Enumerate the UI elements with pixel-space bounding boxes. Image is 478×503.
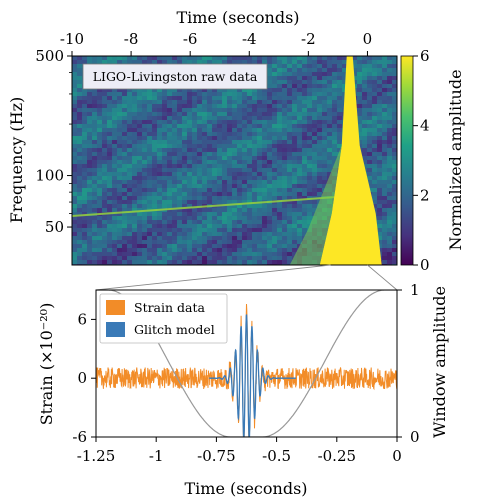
bottom-x-ticks: -1.25 -1 -0.75 -0.5 -0.25 0: [77, 437, 402, 465]
top-y-tick-label: 100: [35, 167, 64, 185]
top-x-axis-label: Time (seconds): [176, 8, 299, 27]
top-x-tick-label: -2: [301, 30, 316, 48]
top-x-tick-label: -4: [242, 30, 257, 48]
spectrogram-frame: [71, 55, 398, 266]
legend-label-strain: Strain data: [134, 300, 206, 315]
legend-box: [99, 293, 228, 344]
bottom-x-tick-label: -0.75: [197, 447, 235, 465]
top-y-ticks: 50 100 500: [35, 47, 72, 236]
bottom-y-tick-label: 6: [77, 310, 87, 328]
bottom-y2-tick-label: 1: [410, 281, 420, 299]
bottom-y-tick-label: -6: [72, 428, 87, 446]
bottom-y2-ticks: 01: [397, 281, 420, 446]
legend-label-glitch: Glitch model: [134, 322, 215, 337]
top-x-tick-label: -8: [124, 30, 139, 48]
annotation-text: LIGO-Livingston raw data: [93, 69, 258, 84]
zoom-connector-left: [95, 264, 331, 291]
colorbar-tick-label: 4: [420, 117, 430, 135]
bottom-y-tick-label: 0: [77, 369, 87, 387]
bottom-y-ticks: -6 0 6: [72, 310, 96, 446]
top-y-tick-label: 50: [45, 218, 64, 236]
glitch-model-line: [209, 314, 296, 437]
colorbar-ticks: 0 2 4 6: [413, 47, 430, 274]
bottom-x-tick-label: -1.25: [77, 447, 115, 465]
top-x-tick-label: -10: [60, 30, 84, 48]
top-y-axis-label: Frequency (Hz): [7, 97, 26, 224]
bottom-x-tick-label: 0: [392, 447, 402, 465]
bottom-y-axis-label: Strain (×10⁻²⁰): [37, 303, 56, 426]
strain-plot-frame: [95, 289, 398, 438]
colorbar-tick-label: 6: [420, 47, 430, 65]
bottom-x-tick-label: -0.25: [318, 447, 356, 465]
strain-data-line: [96, 303, 397, 437]
bottom-x-tick-label: -0.5: [262, 447, 291, 465]
colorbar: [400, 55, 414, 266]
colorbar-tick-label: 2: [420, 186, 430, 204]
top-y-tick-label: 500: [35, 47, 64, 65]
colorbar-tick-label: 0: [420, 256, 430, 274]
glitch-feature: [289, 56, 382, 265]
bottom-y2-axis-label: Window amplitude: [430, 286, 449, 438]
legend-swatch-strain: [106, 300, 125, 315]
top-x-ticks: -10 -8 -6 -4 -2 0: [60, 30, 372, 56]
legend: Strain data Glitch model: [99, 293, 228, 344]
legend-swatch-glitch: [106, 322, 125, 337]
top-x-tick-label: -6: [183, 30, 198, 48]
bottom-x-axis-label: Time (seconds): [184, 479, 307, 498]
colorbar-label: Normalized amplitude: [446, 69, 465, 250]
spectrogram-annotation: LIGO-Livingston raw data: [82, 63, 268, 90]
zoom-connector-right: [367, 264, 398, 291]
bottom-x-tick-label: -1: [149, 447, 164, 465]
bottom-y2-tick-label: 0: [410, 428, 420, 446]
top-x-tick-label: 0: [363, 30, 373, 48]
chirp-track: [72, 195, 338, 218]
